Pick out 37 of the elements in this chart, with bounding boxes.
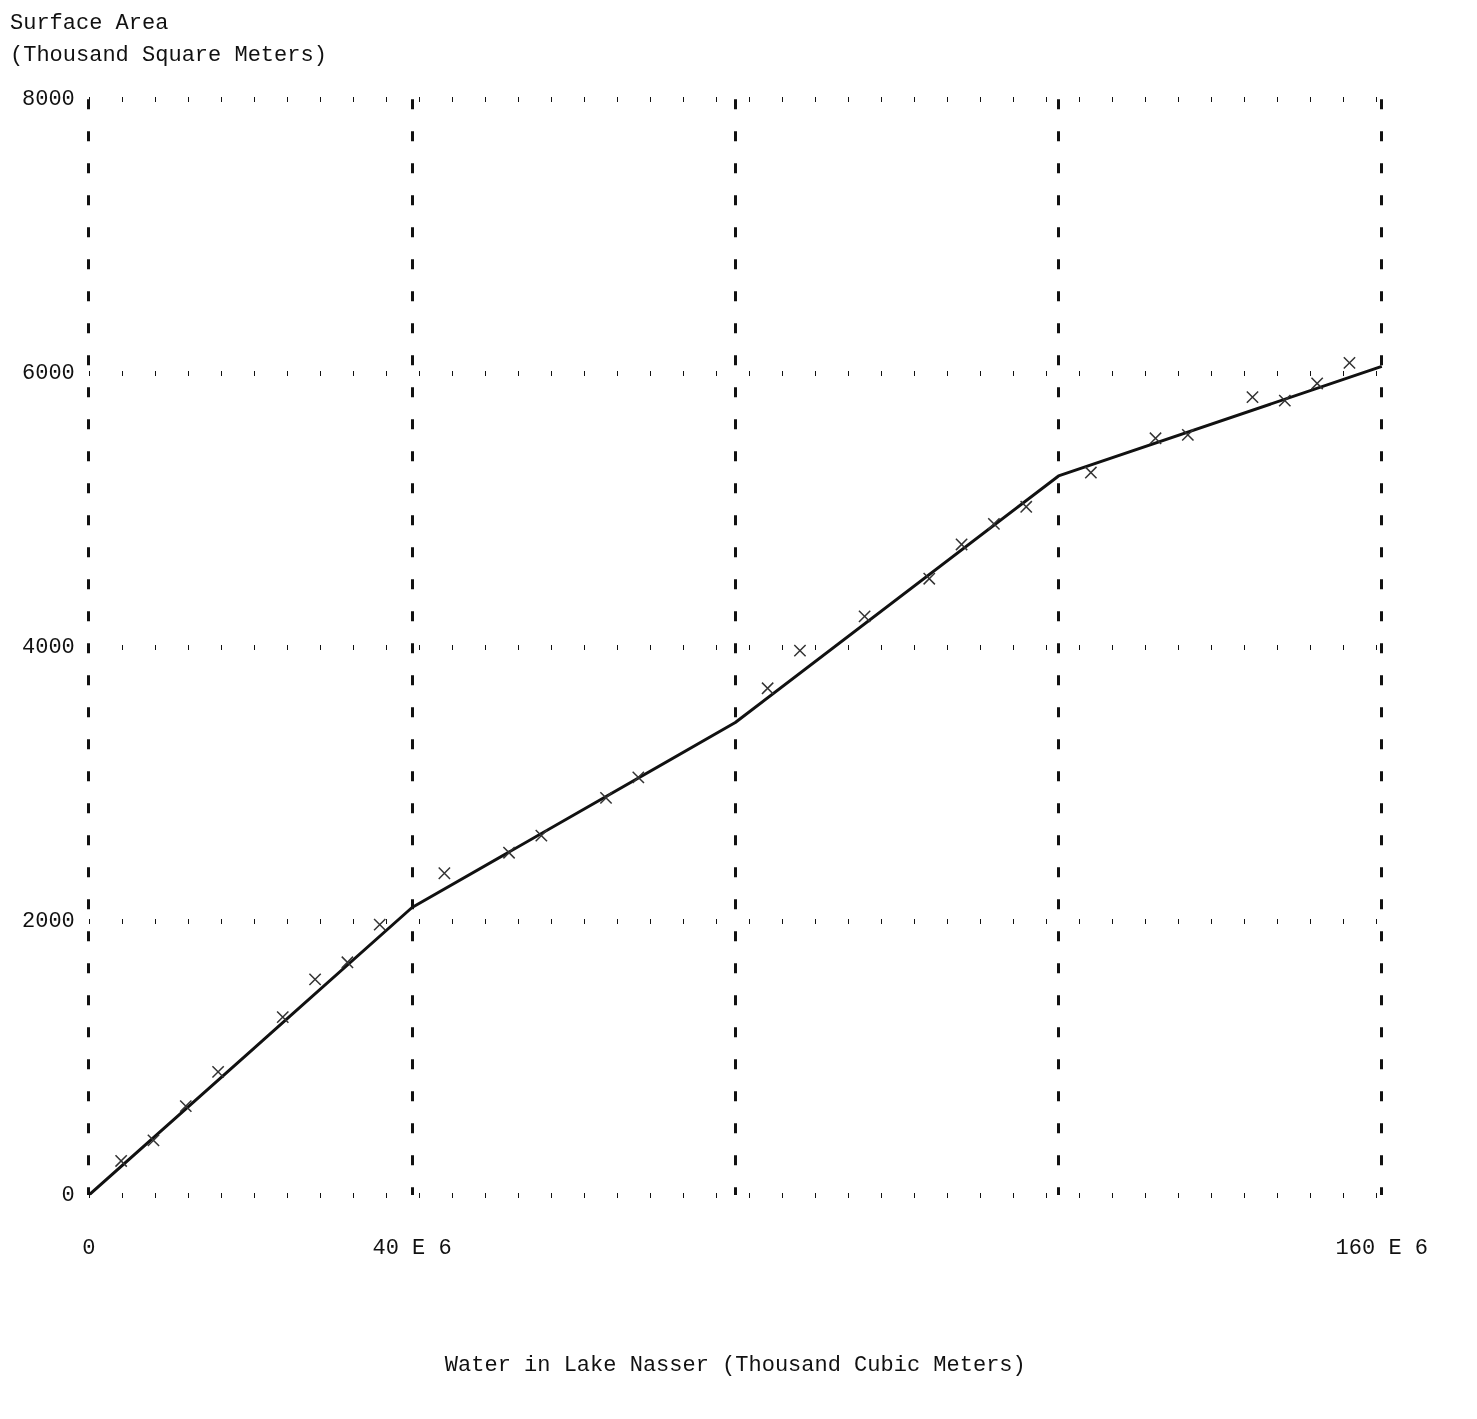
point: [793, 644, 807, 658]
y-tick-label: 0: [61, 1183, 75, 1209]
point: [1278, 394, 1292, 408]
x-axis-title: Water in Lake Nasser (Thousand Cubic Meters): [444, 1352, 1026, 1378]
point: [1084, 466, 1098, 479]
point: [1019, 500, 1033, 514]
point: [858, 609, 872, 623]
point: [308, 973, 322, 986]
point: [922, 572, 936, 586]
point: [1246, 390, 1259, 404]
y-axis-title: Surface Area (Thousand Square Meters): [10, 10, 328, 70]
point: [955, 538, 968, 551]
point: [1343, 356, 1356, 370]
y-tick-label: 2000: [22, 909, 75, 935]
point: [437, 866, 451, 880]
point: [211, 1065, 225, 1079]
point: [147, 1133, 160, 1147]
point: [341, 955, 354, 969]
point: [534, 829, 548, 842]
y-tick-label: 6000: [22, 361, 75, 387]
y-tick-label: 4000: [22, 635, 75, 661]
y-tick-label: 8000: [22, 87, 75, 113]
point: [631, 770, 645, 784]
point: [1310, 377, 1324, 390]
point: [114, 1154, 128, 1168]
point: [987, 517, 1001, 531]
x-tick-label: 0: [82, 1236, 96, 1262]
point: [1149, 431, 1162, 445]
point: [761, 681, 775, 695]
point: [502, 846, 516, 860]
x-tick-label: 160 E 6: [1335, 1236, 1428, 1262]
point: [1181, 428, 1195, 442]
x-tick-label: 40 E 6: [372, 1236, 452, 1262]
point: [179, 1099, 193, 1113]
point: [276, 1010, 290, 1024]
point: [373, 918, 387, 932]
point: [599, 791, 613, 805]
